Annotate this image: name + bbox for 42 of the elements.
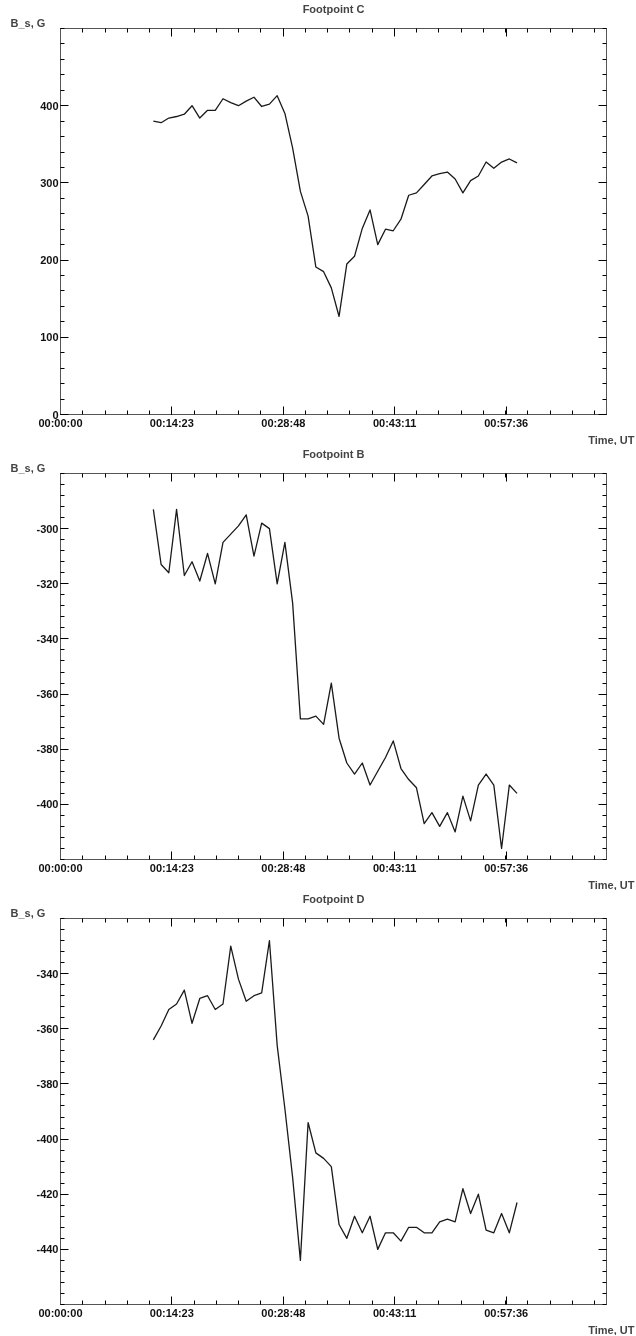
x-tick-label: 00:14:23 — [149, 1306, 194, 1319]
line-series — [152, 95, 518, 318]
y-tick-label: -400 — [36, 1133, 59, 1146]
y-tick-label: -340 — [36, 967, 59, 980]
y-axis-title: B_s, G — [10, 16, 46, 29]
line-series — [152, 939, 518, 1262]
x-tick-label: 00:14:23 — [149, 416, 194, 429]
x-tick-label: 00:43:11 — [372, 1306, 417, 1319]
y-tick-label: -360 — [36, 688, 59, 701]
x-axis-title: Time, UT — [588, 878, 635, 891]
x-tick-label: 00:57:36 — [484, 861, 529, 874]
y-tick-label: -360 — [36, 1022, 59, 1035]
x-tick-label: 00:28:48 — [261, 861, 306, 874]
y-tick-label: 200 — [40, 254, 59, 267]
x-axis-title: Time, UT — [588, 433, 635, 446]
y-tick-label: -380 — [36, 1077, 59, 1090]
y-axis-title: B_s, G — [10, 906, 46, 919]
x-tick-label: 00:43:11 — [372, 416, 417, 429]
chart-title: Footpoint B — [302, 447, 365, 460]
y-tick-label: 400 — [40, 99, 59, 112]
x-tick-label: 00:57:36 — [484, 416, 529, 429]
x-tick-label: 00:00:00 — [38, 1306, 83, 1319]
line-series — [152, 508, 518, 850]
x-tick-label: 00:28:48 — [261, 416, 306, 429]
x-tick-label: 00:57:36 — [484, 1306, 529, 1319]
x-tick-label: 00:14:23 — [149, 861, 194, 874]
y-axis-title: B_s, G — [10, 461, 46, 474]
x-tick-label: 00:43:11 — [372, 861, 417, 874]
x-tick-label: 00:00:00 — [38, 861, 83, 874]
chart-title: Footpoint C — [302, 2, 365, 15]
y-tick-label: 100 — [40, 331, 59, 344]
y-tick-label: -380 — [36, 743, 59, 756]
chart-title: Footpoint D — [302, 892, 365, 905]
x-axis-title: Time, UT — [588, 1323, 635, 1336]
y-tick-label: -440 — [36, 1243, 59, 1256]
y-tick-label: -320 — [36, 577, 59, 590]
y-tick-label: 300 — [40, 176, 59, 189]
y-tick-label: -300 — [36, 522, 59, 535]
y-tick-label: -400 — [36, 798, 59, 811]
y-tick-label: -340 — [36, 632, 59, 645]
x-tick-label: 00:28:48 — [261, 1306, 306, 1319]
y-tick-label: -420 — [36, 1188, 59, 1201]
